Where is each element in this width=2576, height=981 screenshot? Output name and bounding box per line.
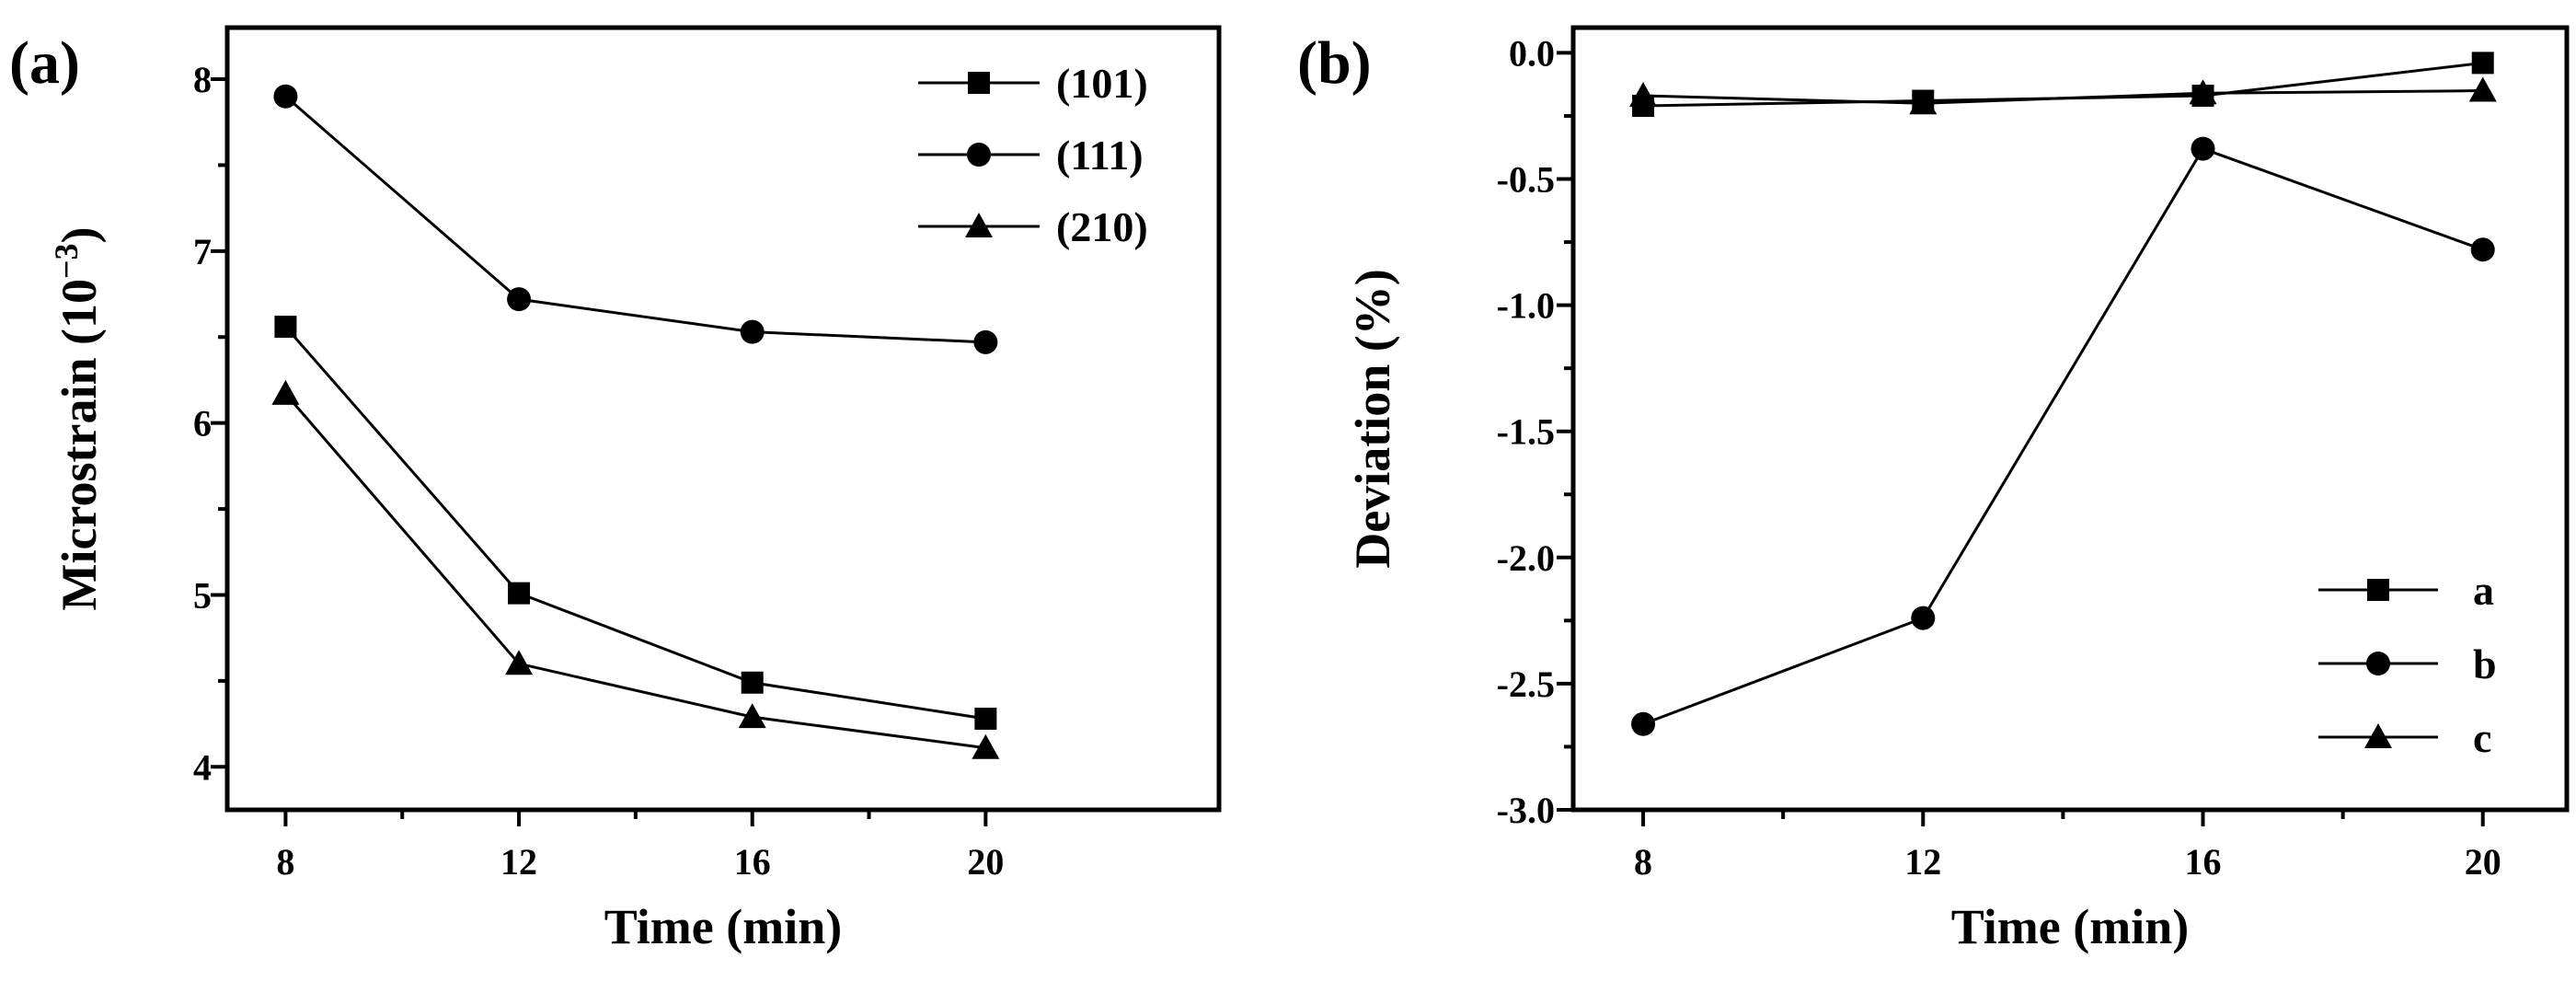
data-point <box>508 582 531 605</box>
legend-entry: a <box>2318 567 2494 614</box>
y-axis-label-exponent: −3 <box>48 244 85 280</box>
legend: (101) (111) (210) <box>918 60 1148 250</box>
plot-frame <box>224 25 1222 813</box>
legend-entry: b <box>2318 641 2497 687</box>
legend-entry: (210) <box>918 203 1148 250</box>
y-axis-label: Deviation (%) <box>1345 269 1400 568</box>
data-point <box>974 707 997 730</box>
data-point <box>1911 606 1936 630</box>
legend-marker <box>2367 579 2389 601</box>
y-tick-label: -0.5 <box>1497 159 1555 201</box>
legend-marker <box>2366 652 2390 675</box>
legend-entry: (101) <box>918 60 1148 107</box>
data-point <box>2189 79 2217 105</box>
series-b <box>1631 136 2495 736</box>
series-line <box>284 326 986 721</box>
y-tick-label: -1.5 <box>1497 411 1555 453</box>
x-axis-label: Time (min) <box>604 899 842 954</box>
x-tick-label: 16 <box>2185 841 2222 883</box>
legend-label: (210) <box>1056 203 1148 250</box>
x-tick-label: 8 <box>1634 841 1652 883</box>
y-axis-label-close: ) <box>52 227 107 244</box>
y-tick-label: -3.0 <box>1497 790 1555 831</box>
legend-entry: (111) <box>918 132 1144 179</box>
legend-label: (101) <box>1056 60 1148 107</box>
series-c <box>1629 76 2497 115</box>
series-101 <box>274 316 997 730</box>
legend-marker <box>968 72 990 94</box>
x-tick-label: 20 <box>967 841 1004 883</box>
x-tick-label: 12 <box>1904 841 1941 883</box>
series-210 <box>271 379 1000 759</box>
x-axis-label: Time (min) <box>1951 899 2189 954</box>
legend-marker <box>965 213 993 237</box>
data-point <box>271 379 300 405</box>
y-axis-label: Microstrain (10−3) <box>48 227 107 611</box>
data-point <box>1631 711 1656 736</box>
series-line <box>284 95 986 344</box>
series-line <box>1643 89 2483 105</box>
data-point <box>274 316 297 339</box>
legend-label: c <box>2473 714 2491 761</box>
y-tick-label: 8 <box>193 59 212 100</box>
legend-label: (111) <box>1056 132 1144 179</box>
y-tick-label: 6 <box>193 403 212 444</box>
x-tick-label: 20 <box>2465 841 2501 883</box>
data-point <box>273 84 298 109</box>
data-point <box>973 329 998 354</box>
data-point <box>2191 136 2215 161</box>
data-point <box>738 703 766 729</box>
legend-label: b <box>2473 641 2497 687</box>
data-point <box>2468 76 2497 102</box>
data-point <box>1909 89 1938 115</box>
series-111 <box>273 84 998 354</box>
data-point <box>505 650 534 675</box>
series-line <box>284 392 986 750</box>
y-tick-label: -1.0 <box>1497 285 1555 327</box>
y-tick-label: -2.0 <box>1497 537 1555 579</box>
data-point <box>1629 82 1658 108</box>
panel-label: (a) <box>9 29 80 97</box>
x-tick-label: 16 <box>734 841 771 883</box>
data-point <box>2470 237 2495 262</box>
series-line <box>1642 146 2484 726</box>
data-point <box>2471 52 2494 75</box>
y-tick-label: -2.5 <box>1497 664 1555 705</box>
x-tick-label: 8 <box>276 841 294 883</box>
data-point <box>741 671 764 694</box>
series-a <box>1632 52 2494 117</box>
legend-marker <box>967 143 991 167</box>
x-tick-label: 12 <box>500 841 537 883</box>
y-tick-label: 7 <box>193 231 212 272</box>
y-tick-label: 4 <box>193 746 212 788</box>
chart-panel-a: 8 12 16 20 4 5 6 7 8 Time (min) Microstrain (10−3)… <box>9 25 1222 954</box>
legend: abc <box>2318 567 2497 761</box>
plot-frame <box>1570 25 2570 813</box>
legend-entry: c <box>2318 714 2491 761</box>
data-point <box>740 319 765 344</box>
legend-marker <box>2364 723 2392 748</box>
data-point <box>972 733 1000 759</box>
chart-panel-b: 8 12 16 20 0.0 -0.5 -1.0 -1.5 -2.0 -2.5 -3.0 Time (… <box>1297 25 2570 954</box>
legend-label: a <box>2473 567 2494 614</box>
y-tick-label: 5 <box>193 574 212 616</box>
y-tick-label: 0.0 <box>1509 32 1555 74</box>
panel-label: (b) <box>1297 29 1372 97</box>
data-point <box>507 287 532 312</box>
